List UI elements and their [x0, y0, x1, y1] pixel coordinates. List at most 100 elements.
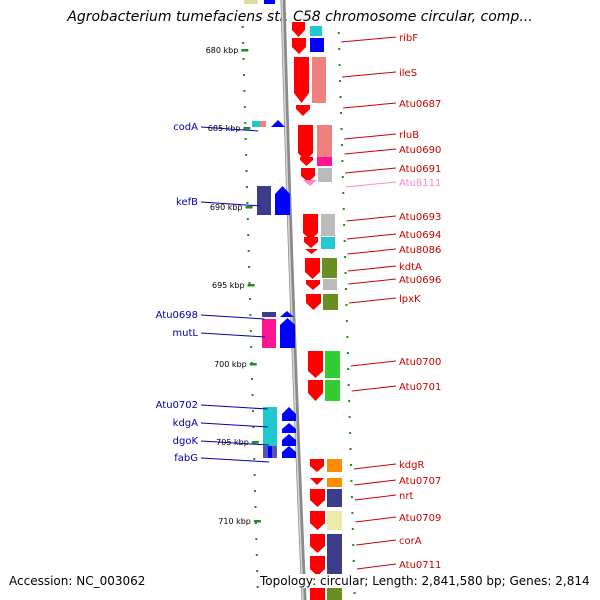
label-leader-line [200, 404, 268, 410]
kbp-tick-mark [253, 520, 261, 523]
scale-dot [248, 282, 251, 284]
gene-block-top-khaki [244, 0, 258, 4]
gene-label[interactable]: Atu0709 [399, 513, 441, 524]
cog-block [321, 237, 335, 249]
gene-label[interactable]: ribF [399, 33, 418, 44]
scale-dot [349, 464, 352, 466]
scale-dot [340, 144, 343, 146]
scale-dot [246, 202, 249, 204]
scale-dot [352, 560, 355, 562]
scale-dot [352, 544, 355, 546]
scale-dot [254, 506, 257, 508]
gene-arrow-rluB [298, 125, 313, 161]
scale-dot [246, 218, 249, 220]
kbp-tick-label: 710 kbp [218, 517, 251, 526]
scale-dot [253, 474, 256, 476]
label-leader-line [200, 440, 269, 446]
label-leader-line [356, 539, 397, 546]
gene-arrow-mutL [280, 318, 295, 348]
gene-label[interactable]: kefB [176, 197, 198, 208]
label-leader-line [351, 385, 397, 392]
gene-label[interactable]: Atu0701 [399, 382, 441, 393]
gene-label[interactable]: kdtA [399, 262, 422, 273]
scale-dot [251, 394, 254, 396]
scale-dot [345, 320, 348, 322]
label-leader-line [354, 494, 397, 501]
label-leader-line [200, 201, 261, 207]
kbp-tick-mark [245, 206, 253, 209]
gene-label[interactable]: Atu0696 [399, 275, 441, 286]
label-leader-line [346, 233, 397, 240]
gene-label[interactable]: lpxK [399, 294, 421, 305]
scale-dot [250, 346, 253, 348]
scale-dot [344, 256, 347, 258]
label-leader-line [356, 563, 397, 570]
cog-block-codA [252, 121, 260, 127]
gene-arrow-kdtA [305, 258, 320, 279]
map-title: Agrobacterium tumefaciens str. C58 chrom… [67, 9, 533, 25]
scale-dot [348, 416, 351, 418]
scale-dot [341, 176, 344, 178]
scale-dot [341, 160, 344, 162]
scale-dot [347, 384, 350, 386]
gene-arrow-corA [310, 534, 325, 553]
gene-label[interactable]: Atu0691 [399, 164, 441, 175]
kbp-tick-label: 680 kbp [206, 46, 239, 55]
cog-block [327, 478, 342, 487]
gene-label[interactable]: mutL [172, 328, 198, 339]
gene-arrow-kefB [275, 186, 290, 215]
gene-label[interactable]: Atu0707 [399, 476, 441, 487]
gene-label[interactable]: rluB [399, 130, 419, 141]
label-leader-line [200, 314, 265, 320]
gene-label[interactable]: Atu0698 [156, 310, 198, 321]
cog-block [317, 125, 332, 157]
gene-label[interactable]: kdgR [399, 460, 424, 471]
gene-label[interactable]: corA [399, 536, 422, 547]
scale-dot [249, 314, 252, 316]
scale-dot [245, 186, 248, 188]
gene-label[interactable]: Atu0693 [399, 212, 441, 223]
gene-label[interactable]: Atu8111 [399, 178, 441, 189]
label-leader-line [347, 265, 397, 272]
gene-label[interactable]: Atu8086 [399, 245, 441, 256]
gene-label[interactable]: Atu0711 [399, 560, 441, 571]
gene-label[interactable]: Atu0702 [156, 400, 198, 411]
label-leader-line [342, 71, 397, 78]
cog-block [321, 214, 335, 236]
gene-label[interactable]: kdgA [173, 418, 198, 429]
scale-dot [348, 400, 351, 402]
gene-arrow-Atu0701 [308, 380, 323, 401]
gene-label[interactable]: fabG [174, 453, 198, 464]
label-leader-line [348, 278, 397, 285]
kbp-tick-label: 690 kbp [210, 203, 243, 212]
scale-dot [248, 298, 251, 300]
scale-dot [242, 42, 245, 44]
scale-dot [254, 522, 257, 524]
gene-label[interactable]: Atu0700 [399, 357, 441, 368]
cog-block [327, 459, 342, 472]
cog-block [312, 57, 326, 103]
label-leader-line [200, 126, 259, 132]
gene-arrow-Atu0694 [304, 237, 318, 248]
scale-dot [255, 554, 258, 556]
cog-block [318, 168, 332, 182]
gene-label[interactable]: dgoK [173, 436, 199, 447]
scale-dot [252, 426, 255, 428]
scale-dot [345, 304, 348, 306]
gene-label[interactable]: codA [173, 122, 198, 133]
gene-label[interactable]: Atu0690 [399, 145, 441, 156]
gene-label[interactable]: ileS [399, 68, 417, 79]
scale-dot [346, 336, 349, 338]
gene-arrow-Atu0707 [310, 478, 324, 485]
gene-label[interactable]: nrt [399, 491, 413, 502]
scale-dot [344, 288, 347, 290]
scale-dot [249, 330, 252, 332]
gene-arrow-Atu0700 [308, 351, 323, 378]
kbp-tick-label: 700 kbp [214, 360, 247, 369]
left-gene-labels: codA kefB Atu0698 mutL Atu0702 kdgA dgoK fabG [156, 122, 270, 464]
gene-label[interactable]: Atu0687 [399, 99, 441, 110]
gene-label[interactable]: Atu0694 [399, 230, 441, 241]
scale-dot [342, 192, 345, 194]
forward-strand-cog-blocks [310, 26, 342, 600]
